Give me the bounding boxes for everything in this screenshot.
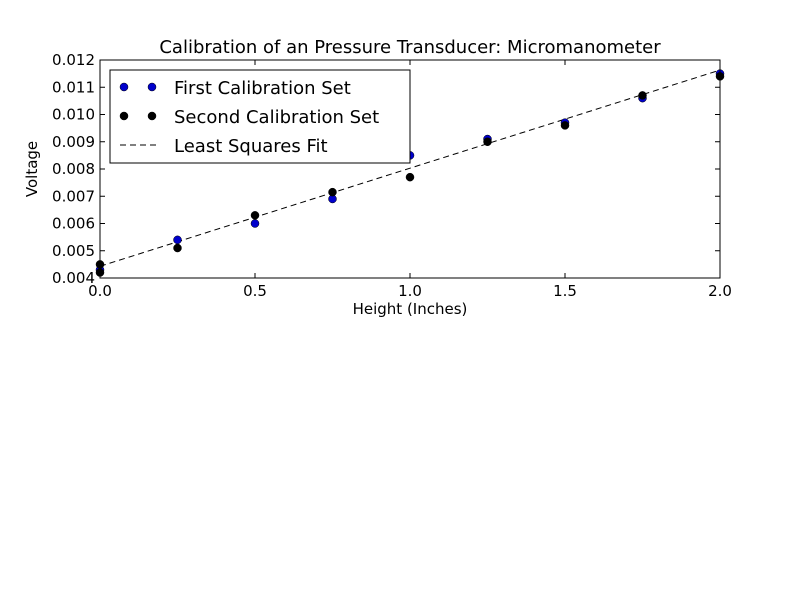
- y-tick-label: 0.006: [52, 215, 95, 233]
- y-tick-label: 0.012: [52, 51, 95, 69]
- legend-box: [109, 69, 411, 164]
- y-tick-label: 0.009: [52, 133, 95, 151]
- y-axis-label: Voltage: [23, 141, 41, 197]
- y-tick-label: 0.005: [52, 242, 95, 260]
- legend-marker: [119, 82, 129, 92]
- data-point-series-2: [328, 187, 337, 197]
- legend: First Calibration Set Second Calibration …: [109, 69, 411, 164]
- data-point-series-2: [173, 243, 182, 253]
- data-point-series-2: [250, 211, 260, 220]
- data-point-series-1: [173, 235, 182, 245]
- plot-area: 0.0 0.5 1.0 1.5 2.0 0.004 0.005 0.006 0.007 0.008…: [52, 51, 732, 300]
- x-axis-label: Height (Inches): [353, 300, 468, 318]
- legend-label: Second Calibration Set: [174, 107, 379, 128]
- x-tick-label: 1.0: [398, 282, 422, 300]
- y-tick-label: 0.004: [52, 269, 95, 287]
- x-tick-label: 2.0: [708, 282, 732, 300]
- x-tick-label: 0.0: [88, 282, 112, 300]
- y-tick-label: 0.010: [52, 106, 95, 124]
- legend-label: First Calibration Set: [174, 78, 351, 99]
- data-point-series-2: [638, 91, 647, 100]
- x-tick-label: 0.5: [243, 282, 267, 300]
- legend-marker: [147, 82, 157, 92]
- legend-marker: [119, 111, 129, 121]
- y-tick-label: 0.008: [52, 160, 95, 178]
- data-point-series-2: [560, 121, 570, 130]
- legend-marker: [147, 111, 157, 121]
- fit-line: [99, 69, 721, 267]
- data-point-series-2: [483, 137, 492, 146]
- data-point-series-2: [405, 172, 415, 182]
- x-tick-label: 1.5: [553, 282, 577, 300]
- legend-label: Least Squares Fit: [174, 136, 328, 157]
- y-tick-label: 0.007: [52, 187, 95, 205]
- data-point-series-1: [250, 219, 260, 228]
- chart-title: Calibration of an Pressure Transducer: M…: [159, 37, 661, 58]
- y-tick-label: 0.011: [52, 78, 95, 96]
